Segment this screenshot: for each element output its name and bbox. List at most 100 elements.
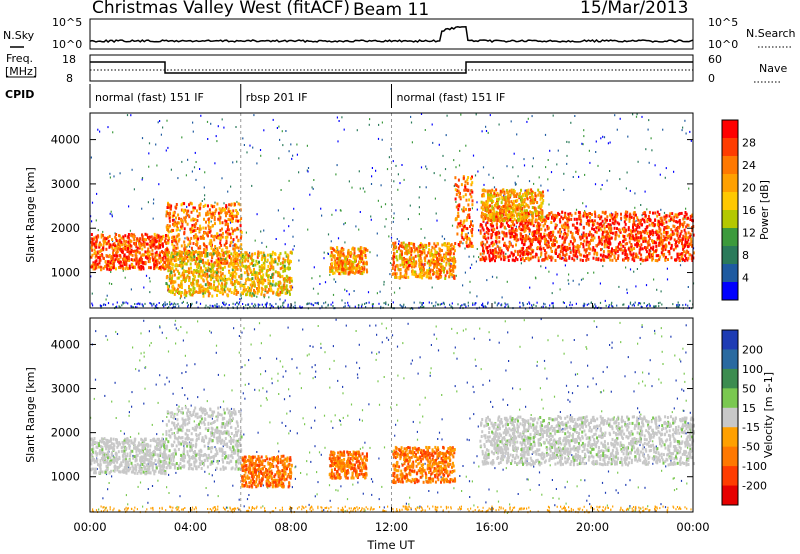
echo-mark [173, 235, 176, 239]
echo-mark [590, 235, 593, 239]
speckle-mark [397, 188, 399, 191]
speckle-mark [474, 174, 477, 177]
echo-mark [166, 264, 169, 267]
echo-mark [174, 251, 177, 255]
echo-mark [606, 215, 609, 219]
echo-mark [544, 240, 546, 244]
echo-mark [595, 230, 598, 234]
echo-mark [246, 252, 249, 256]
echo-mark [203, 243, 206, 247]
echo-mark [687, 245, 689, 249]
echo-mark [427, 259, 430, 263]
echo-mark [254, 276, 257, 280]
echo-mark [353, 266, 356, 270]
speckle-mark [90, 275, 92, 278]
echo-mark [115, 237, 117, 241]
echo-mark [155, 265, 158, 269]
speckle-mark [203, 198, 206, 201]
echo-mark [616, 221, 619, 225]
speckle-mark [353, 290, 355, 292]
echo-mark [189, 257, 192, 261]
echo-mark [656, 259, 659, 263]
echo-mark [529, 257, 532, 261]
echo-mark [419, 270, 422, 274]
ground-band-mark [116, 301, 118, 304]
echo-mark [469, 240, 472, 244]
echo-mark [420, 262, 423, 266]
echo-mark [234, 254, 237, 258]
echo-mark [278, 258, 280, 262]
speckle-mark [665, 167, 667, 170]
ground-band-mark [610, 303, 612, 306]
speckle-mark [376, 254, 378, 257]
echo-mark [338, 267, 341, 271]
echo-mark [233, 270, 236, 274]
speckle-mark [547, 159, 549, 161]
echo-mark [406, 258, 409, 262]
ground-band-mark [646, 304, 649, 306]
echo-mark [342, 267, 345, 271]
echo-mark [265, 272, 268, 276]
echo-mark [191, 230, 194, 233]
cpid-row: normal (fast) 151 IF rbsp 201 IF normal (f… [89, 84, 505, 108]
speckle-mark [111, 283, 113, 285]
echo-mark [235, 209, 238, 212]
speckle-mark [386, 168, 389, 171]
speckle-mark [485, 222, 487, 225]
echo-mark [153, 232, 156, 236]
speckle-mark [669, 220, 672, 222]
echo-mark [670, 243, 673, 247]
echo-mark [202, 205, 205, 208]
speckle-mark [292, 219, 294, 222]
speckle-mark [203, 186, 205, 189]
echo-mark [665, 220, 668, 224]
echo-mark [251, 277, 254, 281]
speckle-mark [585, 205, 587, 208]
echo-mark [184, 246, 187, 250]
speckle-mark [90, 156, 92, 159]
speckle-mark [570, 249, 572, 252]
echo-mark [198, 204, 201, 207]
echo-mark [423, 248, 426, 252]
echo-mark [141, 260, 144, 264]
echo-mark [272, 279, 275, 283]
echo-mark [558, 218, 561, 222]
speckle-mark [685, 132, 687, 135]
echo-mark [210, 204, 213, 208]
speckle-mark [261, 241, 263, 244]
echo-mark [212, 235, 215, 239]
echo-mark [365, 262, 368, 266]
echo-mark [181, 273, 184, 277]
echo-mark [173, 280, 176, 284]
echo-mark [423, 243, 426, 247]
speckle-mark [552, 282, 554, 285]
echo-mark [219, 270, 222, 274]
echo-mark [615, 248, 618, 252]
echo-mark [197, 237, 200, 241]
echo-mark [467, 203, 470, 207]
speckle-mark [549, 149, 551, 152]
echo-mark [345, 257, 347, 261]
echo-mark [239, 236, 242, 240]
echo-mark [231, 268, 234, 272]
echo-mark [172, 222, 175, 226]
echo-mark [596, 253, 599, 257]
echo-mark [348, 271, 351, 274]
echo-mark [198, 229, 201, 233]
echo-mark [141, 233, 143, 237]
echo-mark [135, 262, 138, 266]
speckle-mark [324, 281, 327, 284]
echo-mark [612, 217, 615, 221]
echo-mark [531, 250, 534, 254]
echo-mark [167, 266, 170, 270]
echo-mark [560, 247, 563, 250]
echo-mark [90, 240, 93, 244]
echo-mark [262, 278, 265, 282]
echo-mark [131, 253, 134, 257]
speckle-mark [467, 232, 469, 235]
echo-mark [270, 262, 273, 266]
speckle-mark [612, 305, 614, 308]
echo-mark [284, 258, 287, 262]
echo-mark [588, 252, 591, 256]
echo-mark [154, 253, 157, 257]
